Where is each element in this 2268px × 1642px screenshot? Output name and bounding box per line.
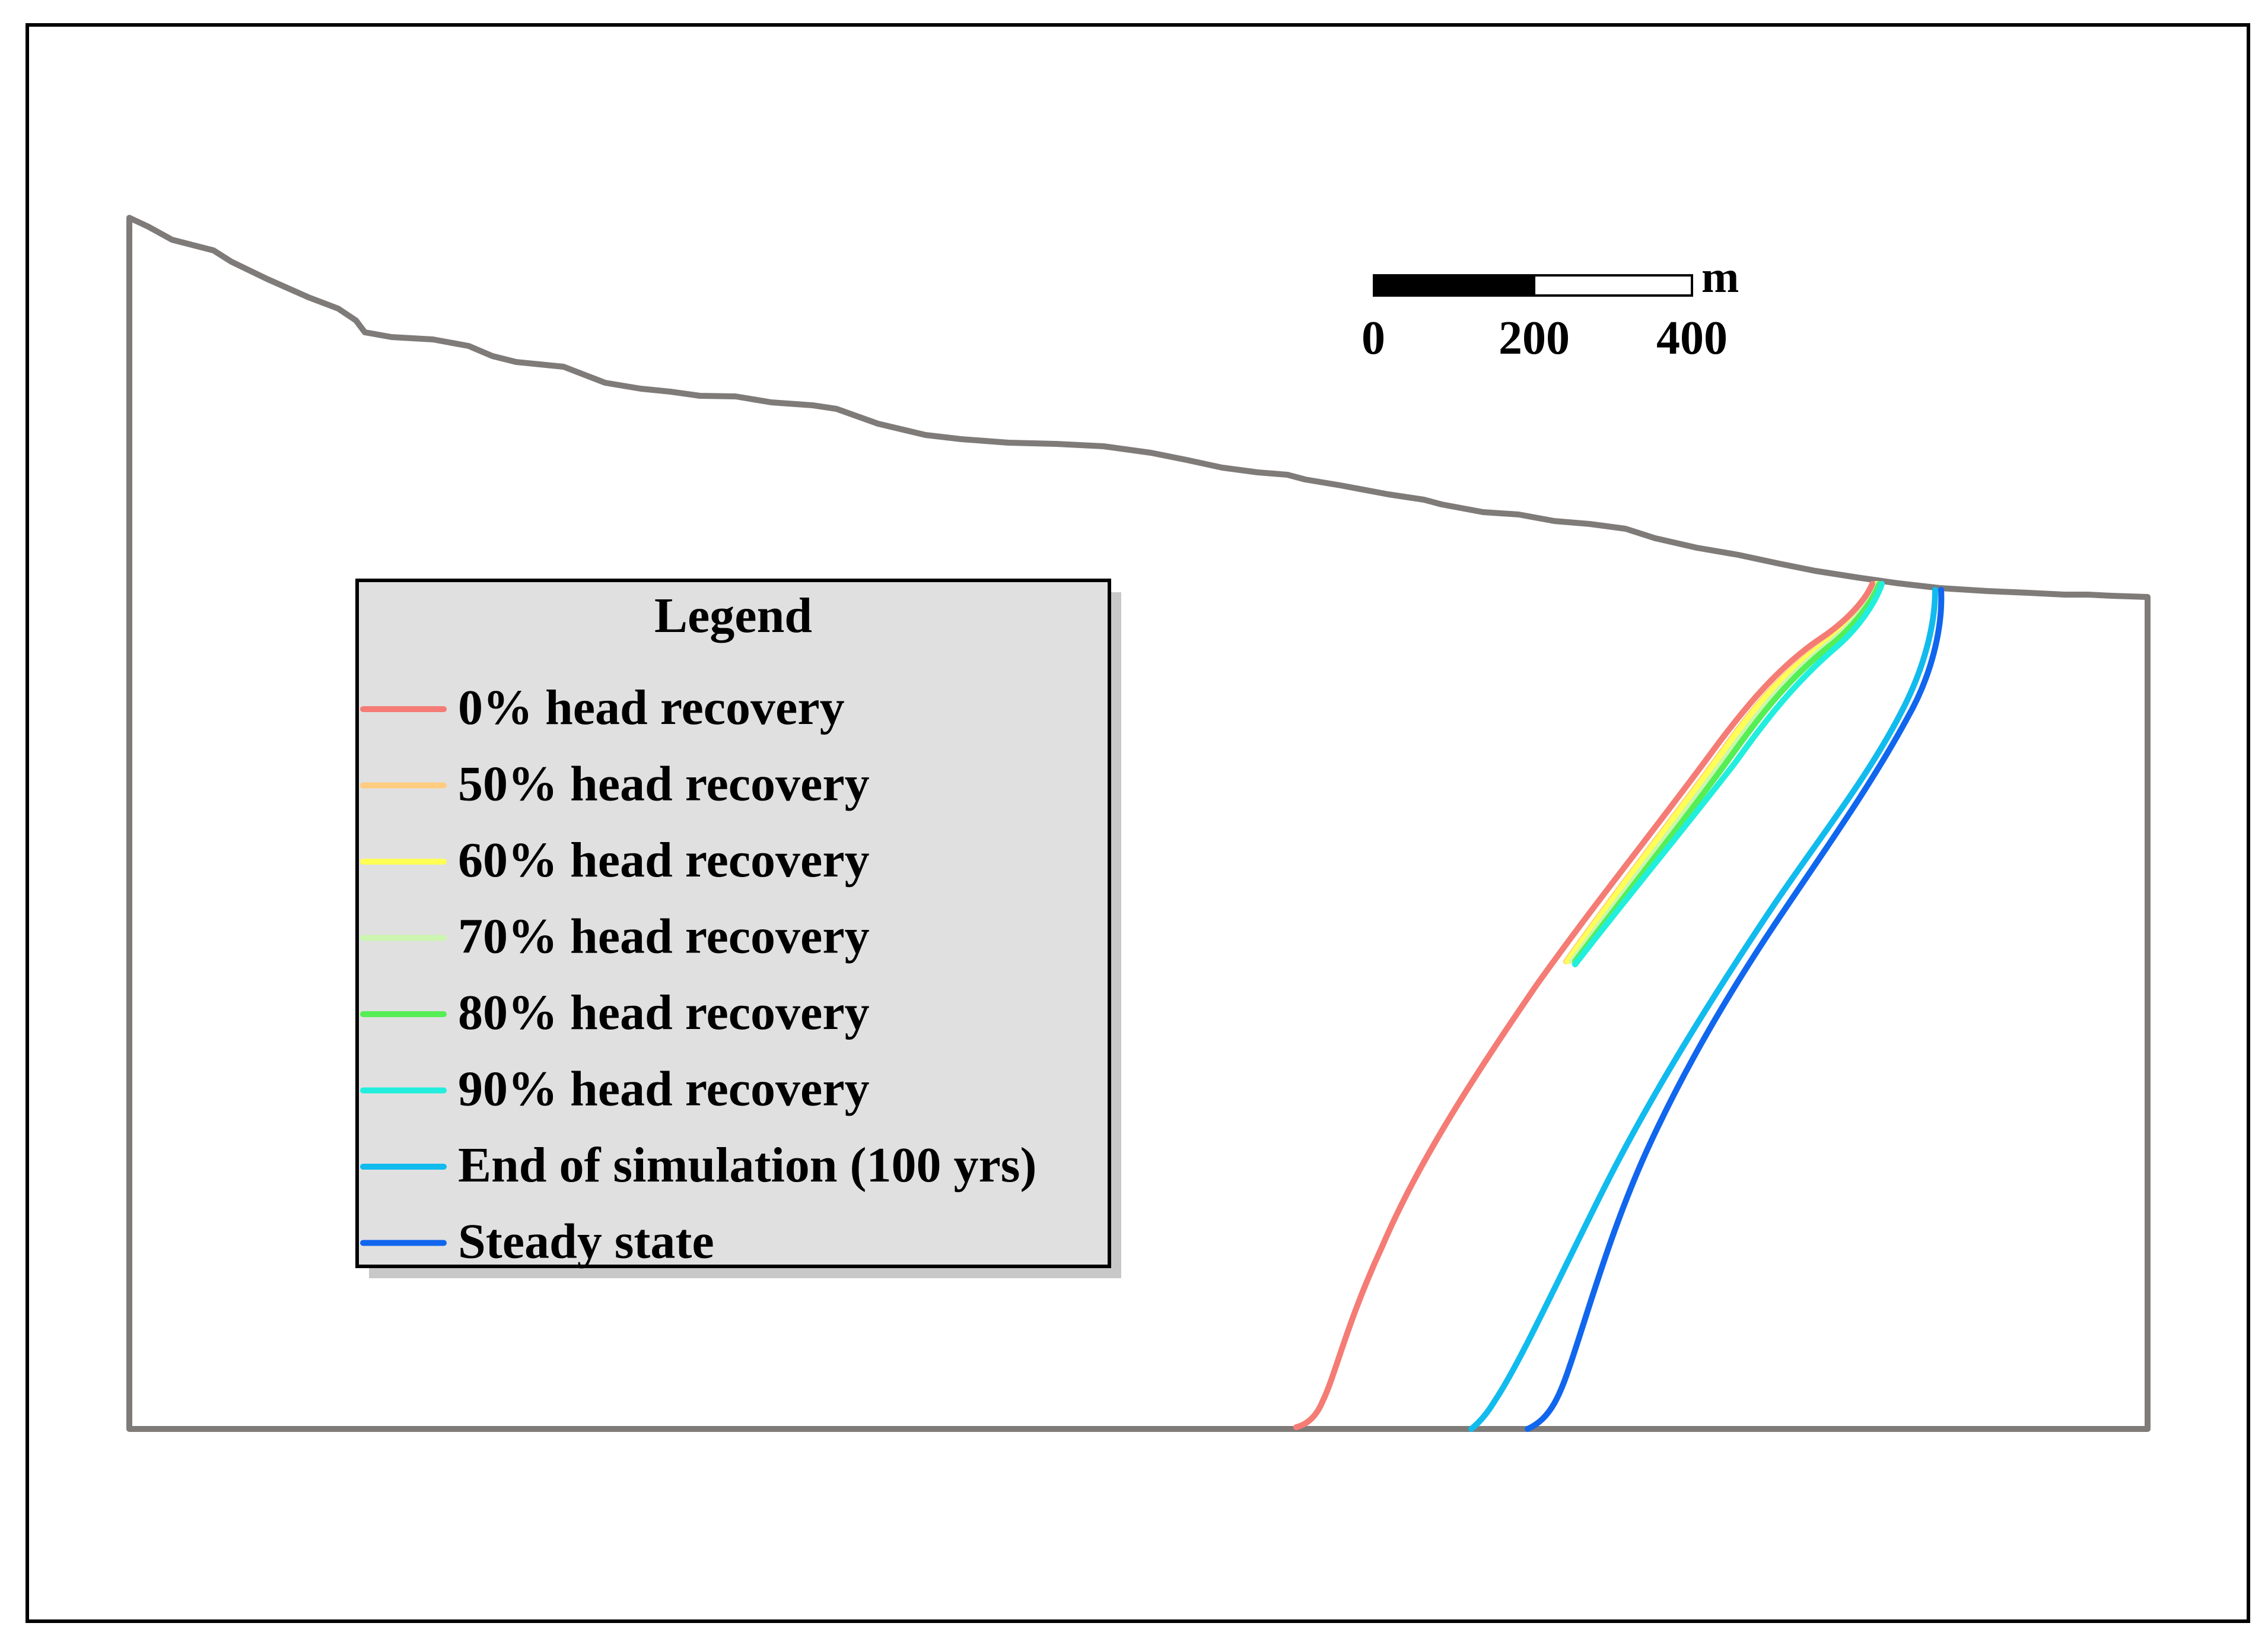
legend-title: Legend [654, 588, 812, 643]
scale-bar-tick-0: 0 [1362, 312, 1385, 364]
figure-frame [26, 23, 2250, 1623]
curve-80-head-recovery [1572, 581, 1882, 964]
scale-bar-tick-200: 200 [1499, 312, 1570, 364]
legend-label: 0% head recovery [458, 680, 845, 735]
model-domain-outline [126, 215, 2151, 1432]
legend-item: Steady state [360, 1214, 714, 1269]
scale-bar-tick-400: 400 [1656, 312, 1728, 364]
legend-box [355, 579, 1111, 1268]
scale-bar: m 0 200 400 [1362, 252, 1739, 364]
scale-bar-black-segment [1373, 274, 1535, 297]
legend-label: End of simulation (100 yrs) [458, 1138, 1036, 1193]
legend-label: 80% head recovery [458, 985, 870, 1040]
curve-0-head-recovery [1293, 581, 1875, 1430]
legend-item: 70% head recovery [360, 909, 870, 964]
curve-end-of-simulation [1468, 587, 1938, 1432]
legend-label: 70% head recovery [458, 909, 870, 964]
legend-item: 80% head recovery [360, 985, 870, 1040]
legend-label: Steady state [458, 1214, 714, 1269]
legend-label: 90% head recovery [458, 1062, 870, 1117]
scale-bar-white-segment [1533, 274, 1693, 297]
legend: Legend 0% head recovery 50% head recovery… [355, 579, 1121, 1278]
legend-item: 50% head recovery [360, 757, 870, 812]
scale-bar-unit: m [1701, 252, 1739, 302]
curve-steady-state [1525, 587, 1945, 1432]
legend-item: 0% head recovery [360, 680, 845, 735]
legend-items: 0% head recovery 50% head recovery 60% hea… [360, 680, 1036, 1269]
legend-label: 50% head recovery [458, 757, 870, 812]
legend-item: End of simulation (100 yrs) [360, 1138, 1036, 1193]
legend-item: 60% head recovery [360, 833, 870, 888]
legend-item: 90% head recovery [360, 1062, 870, 1117]
interface-curves [1293, 581, 1945, 1432]
legend-label: 60% head recovery [458, 833, 870, 888]
curve-90-head-recovery [1572, 581, 1885, 967]
